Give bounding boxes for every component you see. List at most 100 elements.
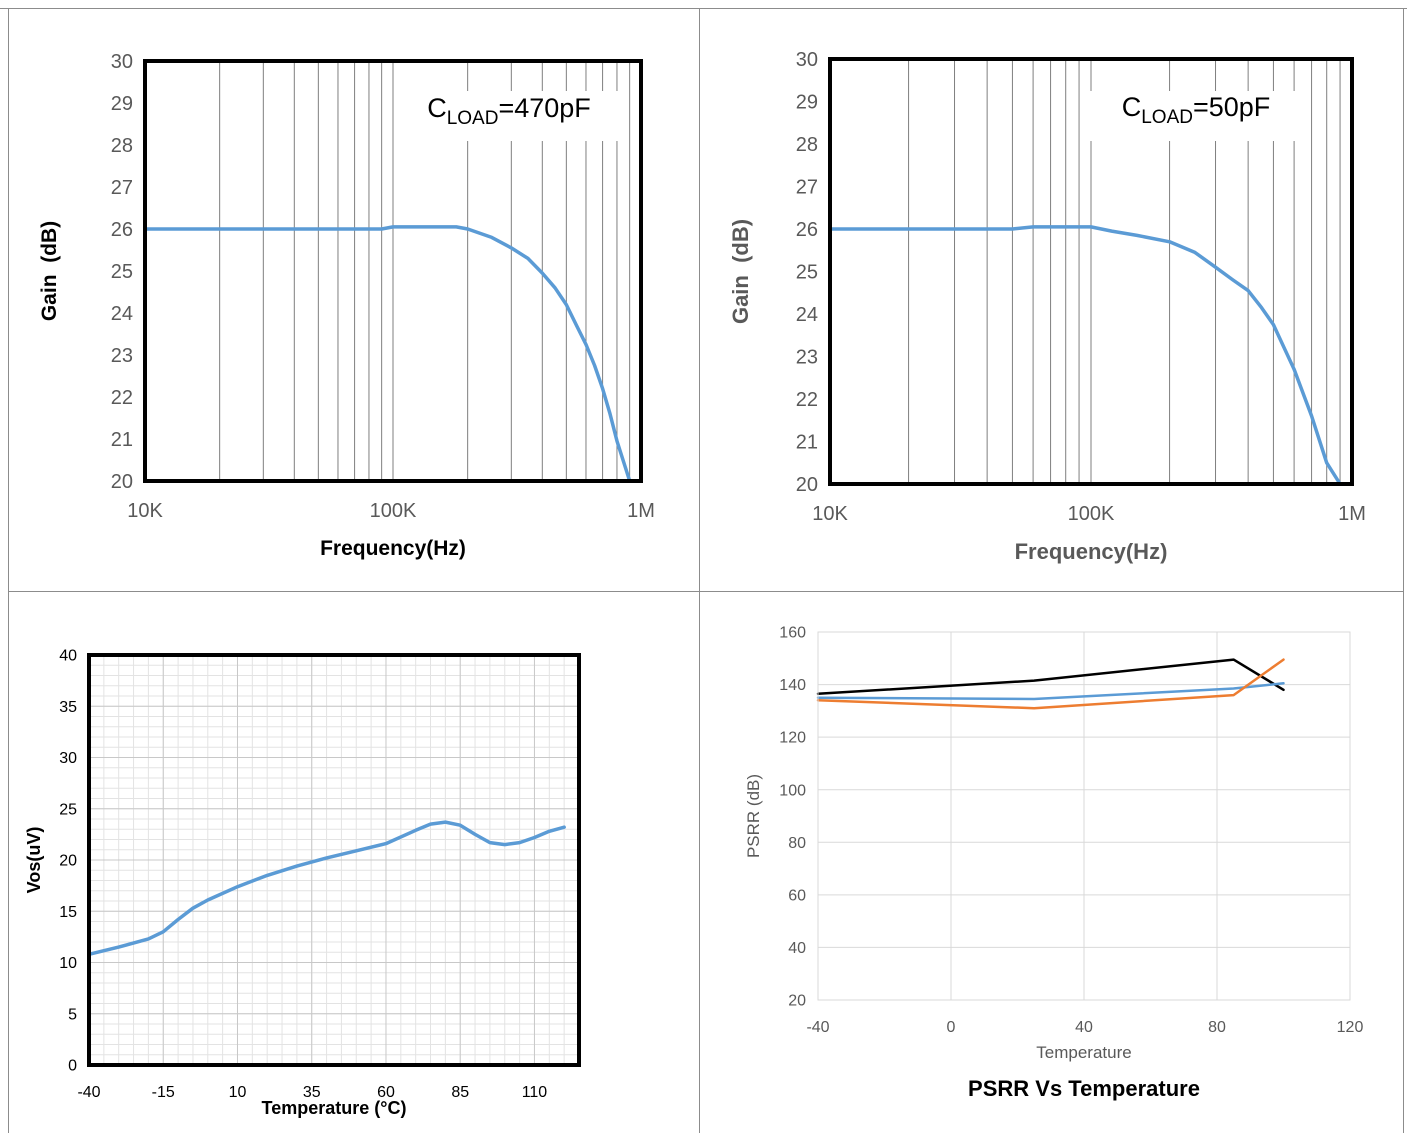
- x-tick-label: 100K: [370, 500, 417, 522]
- y-tick-label: 25: [796, 262, 818, 284]
- y-tick-label: 40: [59, 648, 77, 665]
- annotation-prefix: C: [427, 93, 447, 123]
- y-tick-label: 28: [111, 135, 133, 157]
- y-tick-label: 27: [111, 177, 133, 199]
- plot-frame: [828, 57, 1354, 486]
- y-tick-label: 30: [111, 51, 133, 73]
- annotation-suffix: =470pF: [498, 93, 590, 123]
- series-line-2: [816, 658, 1285, 710]
- series-line-0: [143, 225, 632, 483]
- gain-chart-50pf: CLOAD=50pF 20 21 22 23 24 25 26 27 28 29 30 10K 100K 1…: [700, 9, 1403, 591]
- x-axis-label: Temperature (°C): [262, 1098, 407, 1118]
- x-tick-label: 35: [303, 1084, 321, 1101]
- plot-frame: [87, 653, 581, 1067]
- grid-divider-vertical: [699, 8, 700, 1133]
- x-axis-label: Temperature: [1036, 1043, 1131, 1062]
- y-tick-label: 20: [788, 993, 806, 1010]
- psrr-chart: 20 40 60 80 100 120 140 160 -40 0 40 80 120 Temperatu…: [700, 592, 1403, 1133]
- series-line-0: [828, 225, 1342, 486]
- x-tick-label: 110: [522, 1084, 548, 1101]
- y-tick-label: 60: [788, 887, 806, 904]
- chart-svg: 20 40 60 80 100 120 140 160 -40 0 40 80 120 Temperatu…: [744, 625, 1364, 1101]
- y-tick-label: 30: [796, 49, 818, 71]
- x-tick-label: -40: [77, 1084, 100, 1101]
- x-tick-label: 120: [1337, 1019, 1364, 1036]
- annotation-prefix: C: [1122, 92, 1142, 122]
- y-tick-label: 20: [796, 474, 818, 496]
- x-tick-label: 10K: [812, 503, 848, 525]
- y-tick-label: 24: [796, 304, 818, 326]
- x-axis-label: Frequency(Hz): [1015, 539, 1168, 564]
- y-tick-label: 25: [59, 801, 77, 818]
- y-tick-label: 22: [111, 387, 133, 409]
- series-line-0: [87, 820, 566, 957]
- y-tick-label: 5: [68, 1006, 77, 1023]
- y-tick-label: 20: [111, 471, 133, 493]
- x-tick-label: 40: [1075, 1019, 1093, 1036]
- y-tick-label: 23: [111, 345, 133, 367]
- grid-border-top: [0, 8, 1407, 9]
- x-tick-label: 10: [229, 1084, 247, 1101]
- y-tick-label: 21: [796, 432, 818, 454]
- x-tick-label: 60: [377, 1084, 395, 1101]
- y-tick-label: 26: [111, 219, 133, 241]
- y-tick-label: 28: [796, 134, 818, 156]
- series-line-1: [816, 682, 1285, 701]
- y-tick-label: 29: [796, 92, 818, 114]
- annotation-subscript: LOAD: [447, 108, 499, 129]
- y-tick-label: 120: [779, 730, 806, 747]
- x-tick-label: 10K: [127, 500, 163, 522]
- y-tick-label: 10: [59, 955, 77, 972]
- y-tick-label: 40: [788, 940, 806, 957]
- annotation-box: [394, 91, 624, 141]
- chart-svg: CLOAD=470pF 20 21 22 23 24 25 26 27 28 29 30 10K 100K…: [38, 51, 655, 560]
- chart-title: PSRR Vs Temperature: [968, 1076, 1200, 1101]
- y-tick-label: 29: [111, 93, 133, 115]
- y-tick-label: 24: [111, 303, 133, 325]
- chart-svg: CLOAD=50pF 20 21 22 23 24 25 26 27 28 29 30 10K 100K 1…: [728, 49, 1366, 564]
- y-tick-label: 27: [796, 177, 818, 199]
- y-tick-label: 26: [796, 219, 818, 241]
- gain-chart-470pf: CLOAD=470pF 20 21 22 23 24 25 26 27 28 29 30 10K 100K…: [9, 9, 699, 591]
- chart-svg: 0 5 10 15 20 25 30 35 40 -40 -15 10 35 60 85 110 Tempera…: [24, 648, 581, 1118]
- grid-border-right: [1403, 8, 1404, 1133]
- x-tick-label: -40: [806, 1019, 829, 1036]
- y-tick-label: 30: [59, 750, 77, 767]
- y-axis-label: Vos(uV): [24, 827, 44, 894]
- y-tick-label: 140: [779, 677, 806, 694]
- vos-chart: 0 5 10 15 20 25 30 35 40 -40 -15 10 35 60 85 110 Tempera…: [9, 592, 699, 1133]
- y-axis-label: Gain (dB): [728, 219, 753, 324]
- y-axis-label: PSRR (dB): [744, 774, 763, 858]
- x-tick-label: 85: [451, 1084, 469, 1101]
- annotation-subscript: LOAD: [1141, 107, 1193, 128]
- load-capacitance-annotation: CLOAD=470pF: [427, 93, 591, 129]
- y-tick-label: 35: [59, 699, 77, 716]
- grid-border-left: [8, 8, 9, 1133]
- x-axis-label: Frequency(Hz): [320, 537, 466, 560]
- y-tick-label: 21: [111, 429, 133, 451]
- x-tick-label: 1M: [1338, 503, 1366, 525]
- y-tick-label: 23: [796, 347, 818, 369]
- plot-frame: [143, 59, 643, 483]
- plot-frame: [817, 631, 1351, 1001]
- y-tick-label: 160: [779, 625, 806, 642]
- x-tick-label: 80: [1208, 1019, 1226, 1036]
- x-tick-label: 0: [947, 1019, 956, 1036]
- y-axis-label: Gain (dB): [38, 221, 61, 321]
- y-tick-label: 80: [788, 835, 806, 852]
- y-tick-label: 100: [779, 782, 806, 799]
- annotation-box: [1080, 91, 1310, 141]
- series-line-0: [816, 658, 1285, 696]
- y-tick-label: 20: [59, 853, 77, 870]
- x-tick-label: -15: [152, 1084, 175, 1101]
- y-tick-label: 22: [796, 389, 818, 411]
- grid-divider-horizontal: [8, 591, 1404, 592]
- y-tick-label: 25: [111, 261, 133, 283]
- x-tick-label: 100K: [1068, 503, 1115, 525]
- y-tick-label: 15: [59, 904, 77, 921]
- x-tick-label: 1M: [627, 500, 655, 522]
- annotation-suffix: =50pF: [1193, 92, 1270, 122]
- load-capacitance-annotation: CLOAD=50pF: [1122, 92, 1271, 128]
- y-tick-label: 0: [68, 1058, 77, 1075]
